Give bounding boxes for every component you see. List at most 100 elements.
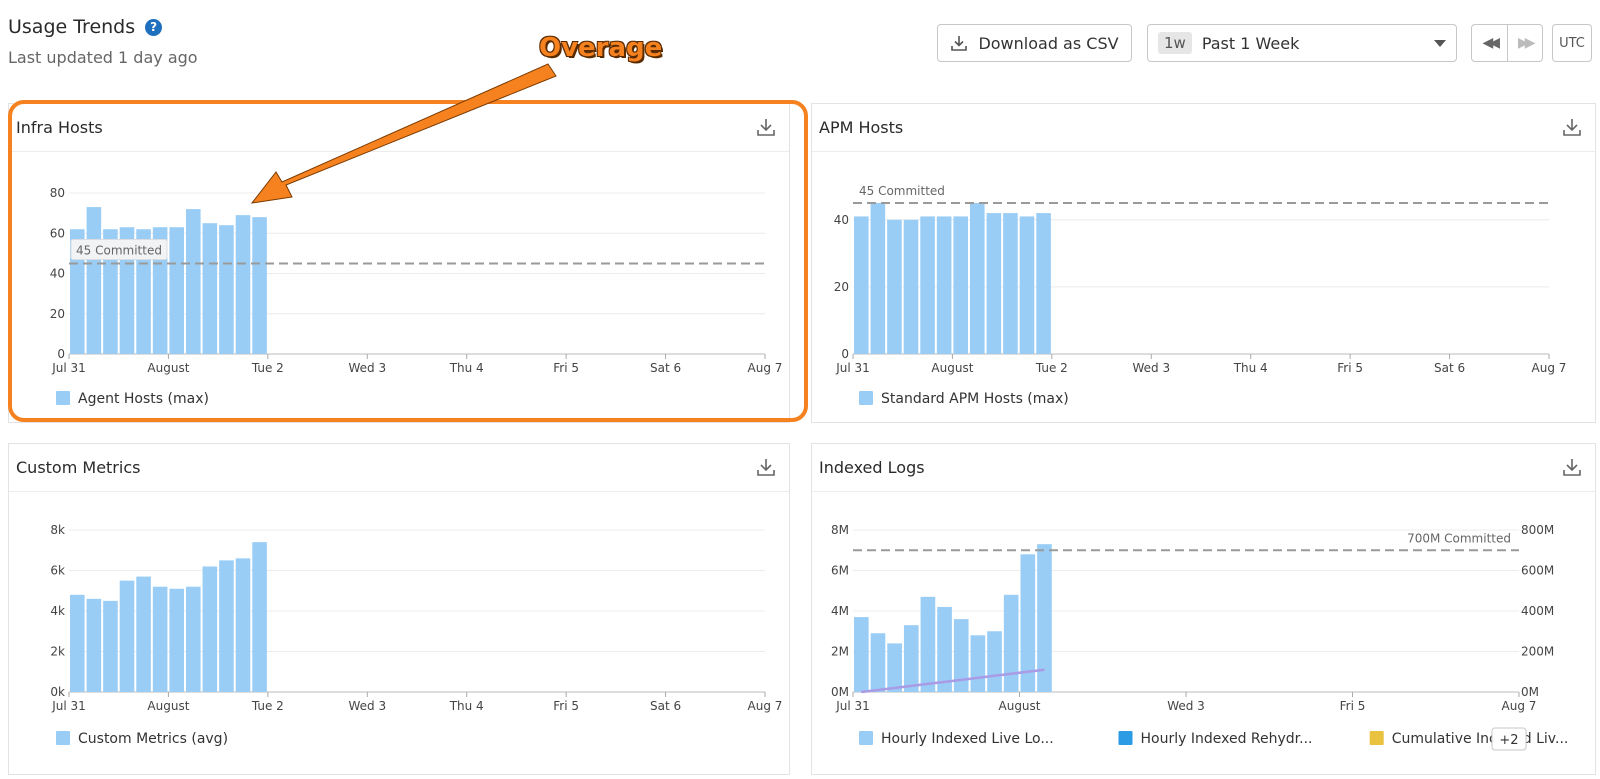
bar <box>1003 594 1019 692</box>
bar <box>1019 216 1035 354</box>
indexed-logs-chart: 0M 2M 4M 6M 8M 0M 200M 400M 600M 800M 700M Committ… <box>831 523 1569 751</box>
bar <box>936 216 952 354</box>
legend-swatch <box>1369 731 1384 745</box>
apm-hosts-chart: 0 20 40 45 Committed Jul 31 August Tue 2 Wed 3 T… <box>834 184 1567 407</box>
infra-hosts-chart: 0 20 40 60 80 45 Committed Jul 31 August Tue 2 We… <box>50 186 783 407</box>
legend-swatch <box>859 731 873 745</box>
bar <box>953 619 969 692</box>
y-tick-label: 8k <box>50 523 65 537</box>
bar <box>86 207 102 354</box>
y2-tick-label: 0M <box>1521 685 1539 699</box>
legend-label: Hourly Indexed Live Lo... <box>881 731 1054 747</box>
chevron-down-icon <box>1434 39 1446 47</box>
x-tick-label: Tue 2 <box>1035 361 1068 375</box>
bar <box>136 576 151 692</box>
bar <box>970 203 985 354</box>
bar <box>887 219 902 354</box>
y-tick-label: 20 <box>834 280 849 294</box>
bar <box>202 223 218 354</box>
download-csv-button[interactable]: Download as CSV <box>937 24 1132 62</box>
legend-label: Cumulative Indexed Liv... <box>1392 731 1569 747</box>
x-tick-label: Tue 2 <box>251 361 284 375</box>
panel-title: Custom Metrics <box>16 458 141 477</box>
bar <box>1037 544 1052 692</box>
page-title-text: Usage Trends <box>8 16 136 38</box>
legend-swatch <box>56 391 70 405</box>
bar <box>1003 213 1018 354</box>
y-tick-label: 20 <box>50 307 65 321</box>
bar <box>103 600 118 692</box>
y-tick-label: 0 <box>841 347 849 361</box>
bar <box>119 580 135 692</box>
bar <box>136 229 151 354</box>
x-tick-label: Fri 5 <box>553 699 579 713</box>
y-tick-label: 60 <box>50 226 65 240</box>
x-tick-label: Wed 3 <box>1167 699 1205 713</box>
x-tick-label: Jul 31 <box>835 361 870 375</box>
bar <box>70 594 85 692</box>
bar <box>920 596 936 692</box>
panel-apm-hosts: APM Hosts 0 20 40 45 Committed Jul 31 August T… <box>811 103 1596 423</box>
fast-forward-icon[interactable]: ▶▶ <box>1506 25 1543 61</box>
committed-label: 45 Committed <box>76 243 162 257</box>
download-csv-label: Download as CSV <box>978 33 1119 53</box>
x-tick-label: Thu 4 <box>449 699 484 713</box>
bar <box>169 227 184 354</box>
x-tick-label: Sat 6 <box>650 361 681 375</box>
bar <box>70 229 85 354</box>
bar <box>152 586 168 692</box>
y-tick-label: 0k <box>50 685 65 699</box>
y-tick-label: 40 <box>834 213 849 227</box>
x-tick-label: Fri 5 <box>1340 699 1366 713</box>
rewind-icon[interactable]: ◀◀ <box>1482 35 1499 51</box>
bar <box>1020 554 1036 692</box>
x-tick-label: Aug 7 <box>748 361 783 375</box>
legend-swatch <box>56 731 70 745</box>
time-range-select[interactable]: 1w Past 1 Week <box>1147 24 1457 62</box>
legend-more-button <box>1491 727 1527 751</box>
download-icon[interactable] <box>755 116 777 138</box>
x-tick-label: August <box>147 361 189 375</box>
panel-title: Infra Hosts <box>16 118 103 137</box>
x-tick-label: Aug 7 <box>1532 361 1567 375</box>
panel-custom-metrics: Custom Metrics 0k 2k 4k 6k 8k Jul 31 August Tue… <box>8 443 790 775</box>
overage-annotation: Overage <box>539 33 663 63</box>
download-icon[interactable] <box>1561 456 1583 478</box>
y-tick-label: 4M <box>831 604 849 618</box>
x-tick-label: Wed 3 <box>348 699 386 713</box>
cumulative-series-line <box>861 668 1045 694</box>
y-tick-label: 2k <box>50 645 65 659</box>
bar <box>887 643 902 692</box>
x-tick-label: Jul 31 <box>51 699 86 713</box>
custom-metrics-chart: 0k 2k 4k 6k 8k Jul 31 August Tue 2 Wed 3 Thu 4 Fri… <box>50 523 783 747</box>
range-label: Past 1 Week <box>1201 33 1300 53</box>
timezone-button[interactable]: UTC <box>1552 24 1592 62</box>
panel-indexed-logs: Indexed Logs 0M 2M 4M 6M 8M 0M 200M 400M 600M 800… <box>811 443 1596 775</box>
legend-swatch <box>859 391 873 405</box>
bar <box>937 606 952 692</box>
question-circle-icon[interactable]: ? <box>145 18 163 36</box>
legend-label: Standard APM Hosts (max) <box>881 391 1069 407</box>
x-tick-label: August <box>931 361 973 375</box>
range-chip: 1w <box>1158 32 1192 54</box>
bar <box>219 560 234 692</box>
y-tick-label: 2M <box>831 645 849 659</box>
x-tick-label: Aug 7 <box>1502 699 1537 713</box>
download-icon[interactable] <box>755 456 777 478</box>
download-icon[interactable] <box>1561 116 1583 138</box>
x-tick-label: Aug 7 <box>748 699 783 713</box>
legend-label: Hourly Indexed Rehydr... <box>1141 731 1313 747</box>
y-tick-label: 8M <box>831 523 849 537</box>
panel-title: APM Hosts <box>819 118 904 137</box>
bar <box>987 631 1002 692</box>
x-tick-label: Jul 31 <box>51 361 86 375</box>
y-tick-label: 4k <box>50 604 65 618</box>
bar <box>235 215 251 354</box>
bar <box>186 209 201 354</box>
y-tick-label: 40 <box>50 267 65 281</box>
bar <box>870 633 886 692</box>
bar <box>219 225 234 354</box>
y2-tick-label: 400M <box>1521 604 1554 618</box>
panel-header: APM Hosts <box>812 104 1595 152</box>
download-icon <box>951 36 968 51</box>
